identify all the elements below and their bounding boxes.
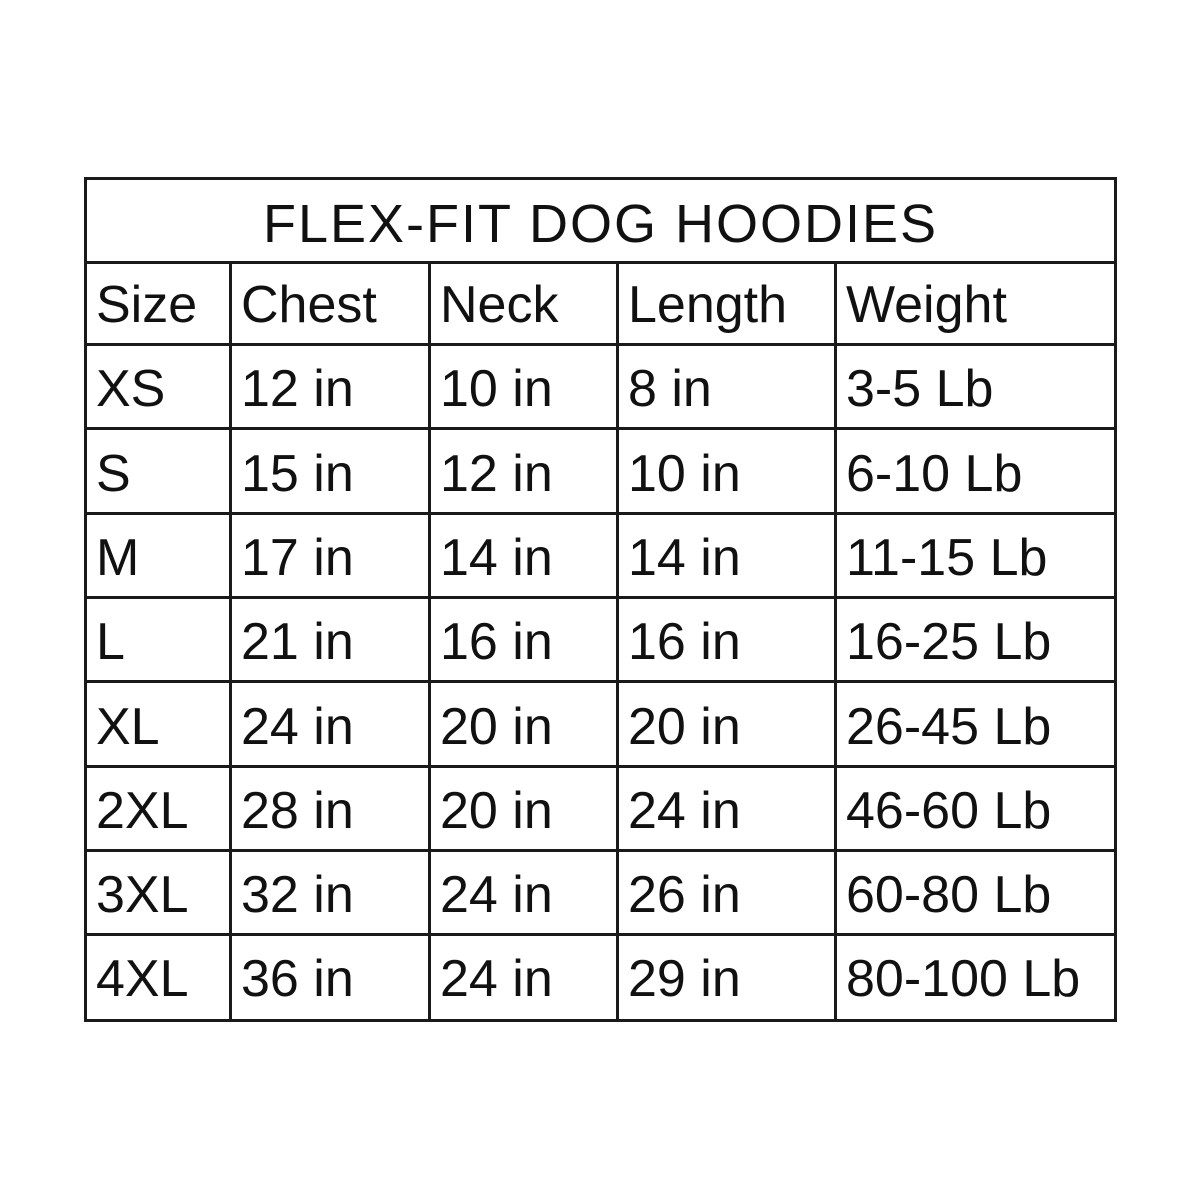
table-cell: XS	[96, 360, 166, 419]
size-chart-table: FLEX-FIT DOG HOODIES Size Chest Neck Length…	[84, 177, 1117, 1022]
table-cell: 3XL	[96, 866, 189, 925]
table-row: 3XL 32 in 24 in 26 in 60-80 Lb	[87, 851, 1117, 937]
table-cell: 11-15 Lb	[834, 513, 1117, 596]
table-cell: 20 in	[428, 766, 616, 849]
table-cell: 17 in	[229, 513, 428, 596]
table-cell: 32 in	[229, 851, 428, 934]
table-row: XL 24 in 20 in 20 in 26-45 Lb	[87, 682, 1117, 768]
column-header: Neck	[428, 261, 616, 343]
table-cell: 12 in	[229, 345, 428, 428]
table-cell: 2XL	[96, 781, 189, 840]
table-cell: 12 in	[428, 429, 616, 512]
table-row: 4XL 36 in 24 in 29 in 80-100 Lb	[87, 935, 1117, 1021]
table-cell: M	[96, 528, 140, 587]
table-cell: 20 in	[616, 682, 834, 765]
column-header: Length	[616, 261, 834, 343]
table-row: L 21 in 16 in 16 in 16-25 Lb	[87, 598, 1117, 684]
table-cell: 10 in	[616, 429, 834, 512]
table-cell: 60-80 Lb	[834, 851, 1117, 934]
column-header: Chest	[229, 261, 428, 343]
column-header: Size	[96, 276, 198, 334]
table-cell: 14 in	[616, 513, 834, 596]
header-row: Size Chest Neck Length Weight	[87, 261, 1114, 346]
table-cell: 3-5 Lb	[834, 345, 1117, 428]
table-row: M 17 in 14 in 14 in 11-15 Lb	[87, 513, 1117, 599]
table-row: XS 12 in 10 in 8 in 3-5 Lb	[87, 345, 1117, 431]
table-title: FLEX-FIT DOG HOODIES	[87, 180, 1114, 264]
table-row: 2XL 28 in 20 in 24 in 46-60 Lb	[87, 766, 1117, 852]
table-cell: 26-45 Lb	[834, 682, 1117, 765]
table-cell: 10 in	[428, 345, 616, 428]
table-cell: 15 in	[229, 429, 428, 512]
table-row: S 15 in 12 in 10 in 6-10 Lb	[87, 429, 1117, 515]
table-cell: 80-100 Lb	[834, 935, 1117, 1021]
table-cell: 6-10 Lb	[834, 429, 1117, 512]
column-header: Weight	[834, 261, 1117, 343]
table-cell: 46-60 Lb	[834, 766, 1117, 849]
table-cell: L	[96, 613, 125, 672]
table-cell: 29 in	[616, 935, 834, 1021]
table-cell: 24 in	[616, 766, 834, 849]
table-cell: 21 in	[229, 598, 428, 681]
table-cell: 16 in	[616, 598, 834, 681]
table-cell: 16 in	[428, 598, 616, 681]
table-cell: 24 in	[229, 682, 428, 765]
table-cell: 36 in	[229, 935, 428, 1021]
table-cell: S	[96, 444, 131, 503]
table-cell: 26 in	[616, 851, 834, 934]
table-cell: 28 in	[229, 766, 428, 849]
table-cell: 4XL	[96, 950, 189, 1009]
table-cell: 20 in	[428, 682, 616, 765]
table-cell: 16-25 Lb	[834, 598, 1117, 681]
table-cell: 14 in	[428, 513, 616, 596]
table-cell: 24 in	[428, 851, 616, 934]
table-cell: XL	[96, 697, 160, 756]
table-cell: 24 in	[428, 935, 616, 1021]
table-cell: 8 in	[616, 345, 834, 428]
